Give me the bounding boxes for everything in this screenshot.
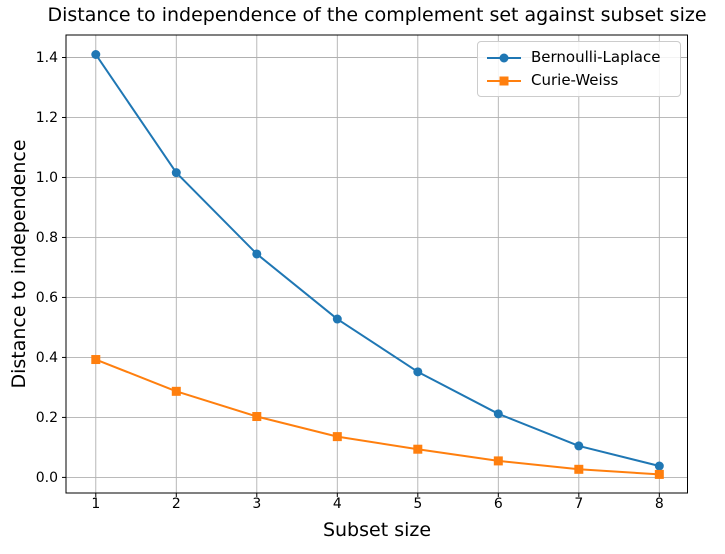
data-point-marker [493, 456, 503, 466]
x-tick-label: 8 [655, 496, 664, 512]
legend-entry-bernoulli-laplace: Bernoulli-Laplace [486, 50, 672, 65]
data-point-marker [171, 386, 181, 396]
y-tick-label: 0.6 [36, 290, 58, 306]
x-axis-label: Subset size [322, 519, 432, 541]
data-point-marker [332, 432, 342, 442]
data-point-marker [252, 412, 262, 422]
legend-line-circle-marker-icon [487, 53, 521, 62]
x-tick-label: 4 [333, 496, 342, 512]
y-tick-label: 1.0 [36, 170, 58, 186]
legend-line-square-marker-icon [487, 76, 521, 85]
y-tick-label: 0.8 [36, 230, 58, 246]
legend: Bernoulli-Laplace Curie-Weiss [477, 41, 681, 97]
y-tick-label: 1.2 [36, 110, 58, 126]
legend-label: Bernoulli-Laplace [531, 48, 661, 66]
data-point-marker [91, 355, 101, 365]
y-tick-label: 0.0 [36, 470, 58, 486]
data-point-marker [332, 314, 342, 324]
x-tick-label: 1 [91, 496, 100, 512]
data-point-marker [252, 249, 262, 259]
y-tick-label: 1.4 [36, 50, 58, 66]
legend-entry-curie-weiss: Curie-Weiss [486, 73, 672, 88]
series-line-bernoulli-laplace [94, 53, 661, 468]
y-tick-label: 0.4 [36, 350, 58, 366]
x-tick-label: 7 [574, 496, 583, 512]
x-tick-label: 5 [413, 496, 422, 512]
data-point-marker [91, 49, 101, 59]
axes-spines [65, 34, 688, 494]
chart-title: Distance to independence of the compleme… [47, 4, 707, 26]
data-point-marker [413, 444, 423, 454]
y-tick-label: 0.2 [36, 410, 58, 426]
x-tick-label: 3 [252, 496, 261, 512]
data-point-marker [574, 441, 584, 451]
data-point-marker [574, 464, 584, 474]
data-point-marker [413, 367, 423, 377]
x-tick-label: 6 [494, 496, 503, 512]
legend-label: Curie-Weiss [531, 71, 619, 89]
series-line-curie-weiss [94, 358, 661, 476]
legend-swatch-marker [499, 76, 509, 85]
data-point-marker [654, 469, 664, 479]
x-tick-label: 2 [172, 496, 181, 512]
y-axis-label: Distance to independence [8, 139, 30, 389]
legend-swatch-marker [499, 53, 509, 62]
data-point-marker [171, 168, 181, 178]
data-point-marker [654, 461, 664, 471]
data-point-marker [493, 409, 503, 419]
